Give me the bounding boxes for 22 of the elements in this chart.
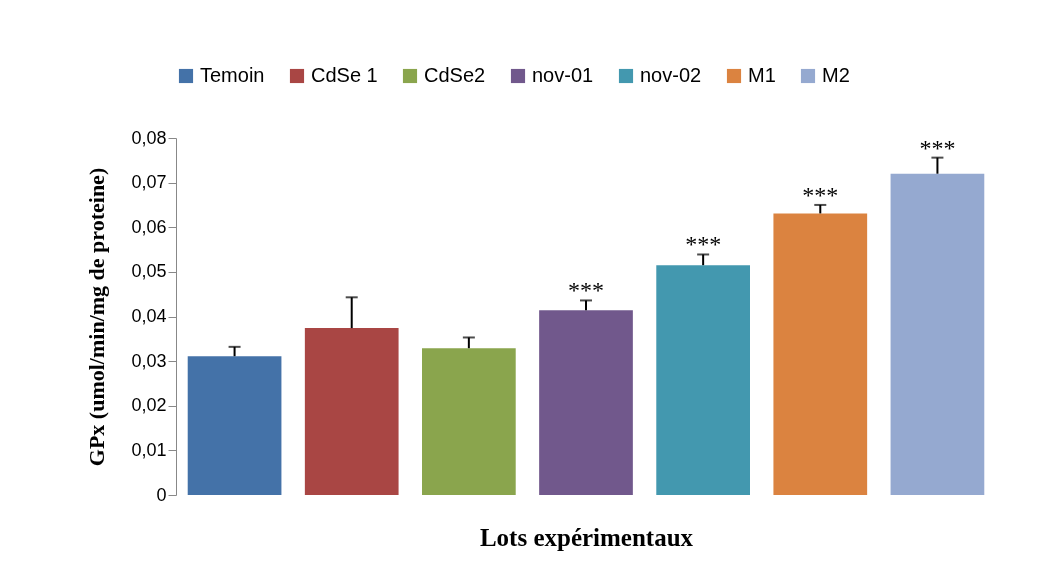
y-tick-label: 0 <box>156 484 167 505</box>
y-tick-label: 0,03 <box>131 350 167 371</box>
y-axis-title: GPx (umol/min/mg de proteine) <box>84 167 110 467</box>
data-label: *** <box>919 134 956 161</box>
legend-label: CdSe 1 <box>311 64 378 86</box>
y-tick-label: 0,05 <box>131 261 167 282</box>
data-label: *** <box>568 277 604 304</box>
y-tick-label: 0,08 <box>131 127 167 148</box>
legend-label: M1 <box>748 64 776 86</box>
data-label: *** <box>802 181 839 208</box>
data-label: *** <box>685 231 722 258</box>
x-axis-title: Lots expérimentaux <box>479 524 694 551</box>
legend-label: CdSe2 <box>424 64 486 86</box>
legend-label: Temoin <box>200 64 265 86</box>
y-tick-label: 0,06 <box>131 216 167 237</box>
y-tick-label: 0,02 <box>131 395 167 416</box>
y-tick-label: 0,07 <box>131 172 167 193</box>
y-tick-label: 0,04 <box>131 306 167 326</box>
y-tick-label: 0,01 <box>131 439 167 460</box>
legend-label: nov-02 <box>640 64 702 86</box>
legend-label: nov-01 <box>532 64 594 86</box>
legend-label: M2 <box>822 64 850 86</box>
